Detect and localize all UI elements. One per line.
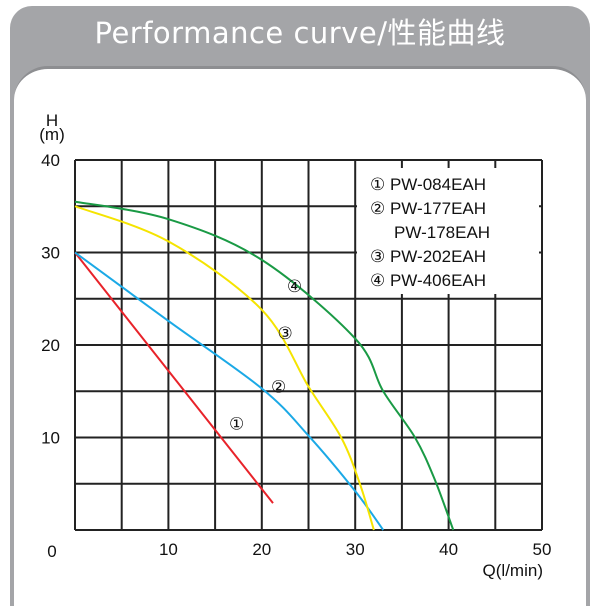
y-tick-label: 40	[41, 151, 60, 170]
x-axis-label: Q(l/min)	[483, 561, 543, 580]
chart-title: Performance curve/性能曲线	[94, 16, 506, 50]
y-tick-label: 10	[41, 429, 60, 448]
series-label-2: ②	[271, 378, 286, 397]
series-line-4	[74, 200, 455, 531]
legend-entry: ④ PW-406EAH	[370, 271, 486, 290]
y-tick-label: 0	[47, 542, 56, 561]
series-label-1: ①	[229, 415, 244, 434]
legend-entry: ③ PW-202EAH	[370, 247, 486, 266]
x-tick-label: 20	[252, 540, 271, 559]
series-label-4: ④	[287, 277, 302, 296]
x-tick-label: 30	[346, 540, 365, 559]
x-tick-label: 10	[159, 540, 178, 559]
x-tick-label: 40	[439, 540, 458, 559]
legend-entry: ② PW-177EAH	[370, 199, 486, 218]
series-line-2	[74, 251, 385, 531]
chart-panel	[14, 66, 586, 609]
series-line-3	[74, 205, 375, 531]
legend-box	[357, 168, 539, 294]
series-label-3: ③	[278, 324, 293, 343]
legend-entry: ① PW-084EAH	[370, 175, 486, 194]
y-tick-label: 20	[41, 336, 60, 355]
legend-entry: PW-178EAH	[394, 223, 490, 242]
series-line-1	[74, 251, 274, 504]
x-tick-label: 50	[533, 540, 552, 559]
y-axis-label-unit: (m)	[39, 125, 64, 144]
y-axis-label: H	[46, 111, 58, 130]
y-tick-label: 30	[41, 244, 60, 263]
